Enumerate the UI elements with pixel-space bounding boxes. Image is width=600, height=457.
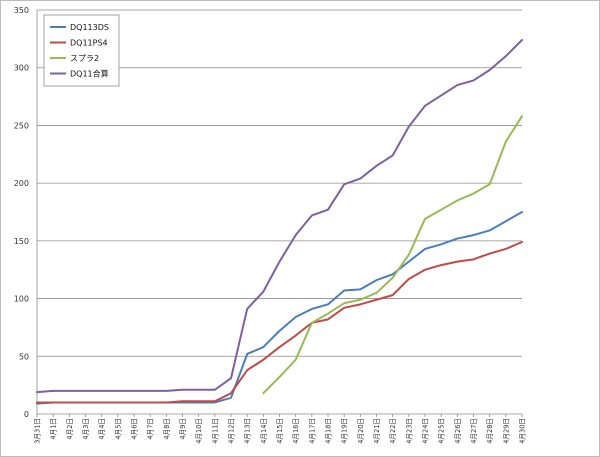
x-tick-label: 4月11日: [211, 418, 219, 444]
y-tick-label: 0: [24, 410, 29, 419]
series-lines: [36, 39, 523, 405]
x-tick-label: 4月7日: [147, 418, 155, 440]
x-tick-label: 4月30日: [519, 418, 527, 444]
y-tick-label: 350: [14, 6, 29, 15]
x-tick-label: 4月18日: [325, 418, 333, 444]
x-tick-label: 4月9日: [179, 418, 187, 440]
x-tick-label: 4月10日: [195, 418, 203, 444]
x-tick-label: 4月13日: [244, 418, 252, 444]
x-tick-label: 4月2日: [66, 418, 74, 440]
x-tick-label: 4月27日: [470, 418, 478, 444]
x-tick-label: 3月31日: [34, 418, 42, 444]
x-tick-label: 4月5日: [114, 418, 122, 440]
series-line-2: [36, 241, 523, 404]
x-tick-label: 4月3日: [82, 418, 90, 440]
legend: DQ113DS DQ11PS4 スプラ2 DQ11合算: [43, 14, 120, 87]
x-tick-label: 4月1日: [50, 418, 58, 440]
x-tick-label: 4月6日: [131, 418, 139, 440]
y-tick-label: 50: [19, 352, 29, 361]
legend-label-3: スプラ2: [70, 54, 99, 63]
x-tick-label: 4月14日: [260, 418, 268, 444]
x-tick-label: 4月22日: [389, 418, 397, 444]
x-tick-label: 4月25日: [438, 418, 446, 444]
x-tick-label: 4月26日: [454, 418, 462, 444]
x-tick-label: 4月17日: [308, 418, 316, 444]
series-line-3: [262, 115, 523, 395]
x-axis-ticks: 3月31日 4月1日 4月2日 4月3日 4月4日 4月5日 4月6日 4月7日 4月8日 4月9…: [34, 418, 527, 444]
x-tick-label: 4月29日: [502, 418, 510, 444]
x-tick-label: 4月16日: [292, 418, 300, 444]
y-tick-label: 250: [14, 121, 29, 130]
x-tick-label: 4月21日: [373, 418, 381, 444]
x-tick-label: 4月24日: [422, 418, 430, 444]
series-line-4: [36, 39, 523, 394]
y-tick-label: 300: [14, 64, 29, 73]
x-tick-label: 4月19日: [341, 418, 349, 444]
x-tick-label: 4月12日: [228, 418, 236, 444]
x-tick-label: 4月8日: [163, 418, 171, 440]
y-axis-ticks: 0 50 100 150 200 250 300 350: [14, 6, 29, 419]
x-tick-label: 4月23日: [405, 418, 413, 444]
x-tick-label: 4月20日: [357, 418, 365, 444]
axes: [36, 10, 523, 417]
y-tick-label: 200: [14, 179, 29, 188]
x-tick-label: 4月28日: [486, 418, 494, 444]
legend-label-2: DQ11PS4: [70, 39, 108, 48]
y-tick-label: 100: [14, 295, 29, 304]
x-tick-label: 4月4日: [98, 418, 106, 440]
legend-label-4: DQ11合算: [70, 69, 109, 79]
legend-label-1: DQ113DS: [70, 23, 109, 32]
y-tick-label: 150: [14, 237, 29, 246]
x-tick-label: 4月15日: [276, 418, 284, 444]
